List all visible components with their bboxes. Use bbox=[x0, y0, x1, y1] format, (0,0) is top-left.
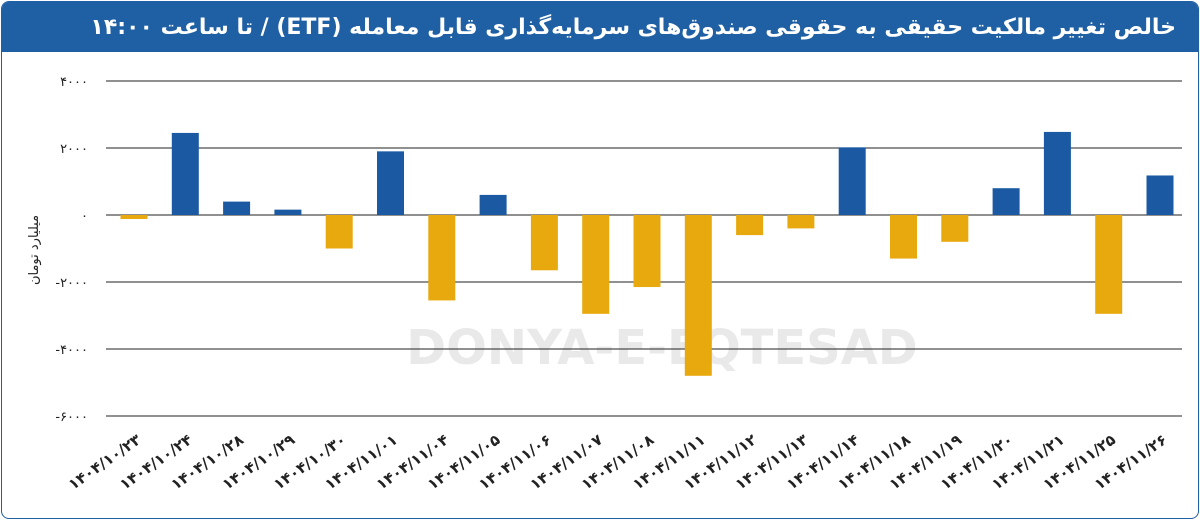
bar bbox=[736, 215, 764, 236]
y-tick-label: ۲۰۰۰ bbox=[60, 142, 88, 157]
bars bbox=[120, 131, 1174, 376]
y-tick-label: -۶۰۰۰ bbox=[55, 410, 88, 425]
y-tick-label: ۴۰۰۰ bbox=[60, 75, 88, 90]
chart-header: خالص تغییر مالکیت حقیقی به حقوقی صندوق‌ه… bbox=[2, 2, 1198, 52]
y-axis-ticks: ۴۰۰۰ ۲۰۰۰ ۰ -۲۰۰۰ -۴۰۰۰ -۶۰۰۰ bbox=[55, 75, 88, 425]
bar bbox=[120, 215, 148, 220]
bar bbox=[1043, 131, 1071, 215]
bar bbox=[1146, 175, 1174, 215]
chart-title: خالص تغییر مالکیت حقیقی به حقوقی صندوق‌ه… bbox=[90, 14, 1176, 40]
bar bbox=[171, 132, 199, 215]
watermark-text: DONYA-E-EQTESAD bbox=[406, 320, 917, 376]
bar bbox=[325, 215, 353, 249]
bar bbox=[1095, 215, 1123, 314]
bar bbox=[633, 215, 661, 288]
bar bbox=[223, 201, 251, 215]
bar bbox=[530, 215, 558, 271]
bar bbox=[838, 147, 866, 215]
bar bbox=[941, 215, 969, 242]
bar bbox=[377, 151, 404, 215]
bar bbox=[582, 215, 610, 314]
y-tick-label: ۰ bbox=[81, 209, 88, 224]
x-axis-ticks: ۱۴۰۴/۱۰/۲۳۱۴۰۴/۱۰/۲۴۱۴۰۴/۱۰/۲۸۱۴۰۴/۱۰/۲۹… bbox=[65, 431, 1170, 494]
bar bbox=[890, 215, 917, 259]
bar bbox=[992, 188, 1020, 215]
bar bbox=[428, 215, 456, 301]
bar bbox=[479, 194, 507, 215]
y-tick-label: -۴۰۰۰ bbox=[55, 343, 88, 358]
bar bbox=[684, 215, 712, 376]
bar bbox=[274, 209, 302, 215]
y-axis-label: میلیارد تومان bbox=[27, 215, 42, 285]
y-tick-label: -۲۰۰۰ bbox=[55, 276, 88, 291]
bar bbox=[787, 215, 815, 229]
